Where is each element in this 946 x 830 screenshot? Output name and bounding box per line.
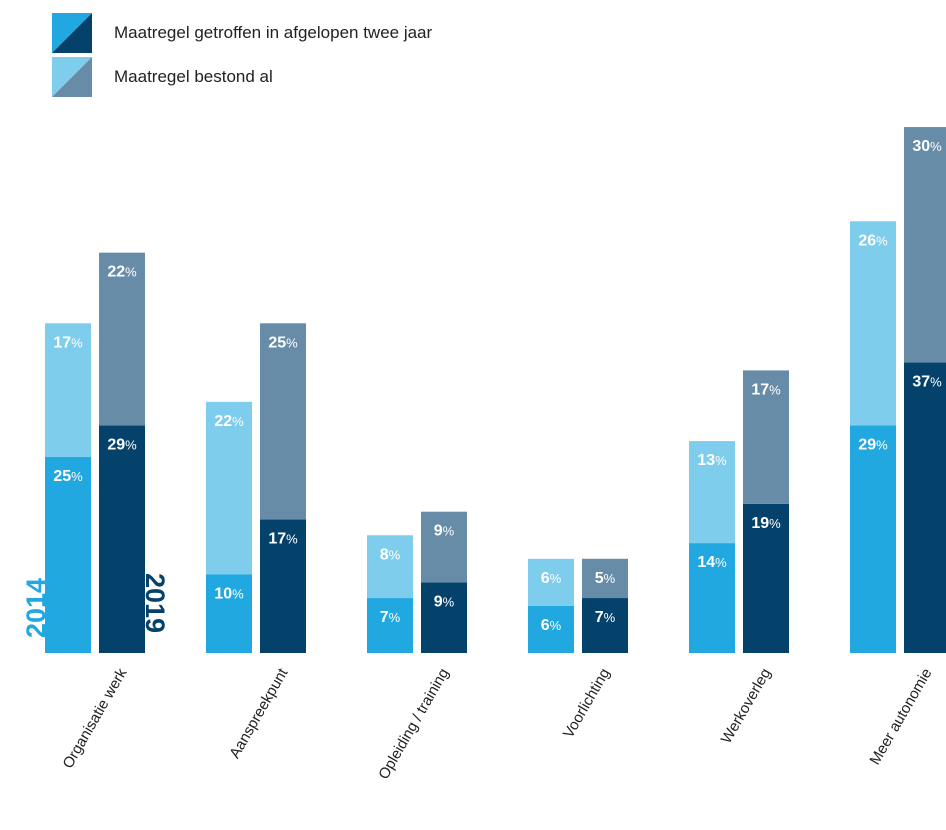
bar-label-organisatie-werk-2014-existing: 17% bbox=[53, 334, 83, 351]
bar-meer-autonomie-2014-new bbox=[850, 425, 896, 653]
bar-werkoverleg-2014-new bbox=[689, 543, 735, 653]
bar-label-aanspreekpunt-2019-existing: 25% bbox=[268, 334, 298, 351]
bar-werkoverleg-2019-new bbox=[743, 503, 789, 653]
bar-opleiding-training-2014-existing bbox=[367, 535, 413, 599]
bar-label-meer-autonomie-2014-new: 29% bbox=[858, 436, 888, 453]
legend-swatch-new bbox=[52, 13, 92, 53]
legend-label-new: Maatregel getroffen in afgelopen twee ja… bbox=[114, 23, 433, 42]
category-label-aanspreekpunt: Aanspreekpunt bbox=[226, 665, 292, 762]
category-label-meer-autonomie: Meer autonomie bbox=[867, 666, 936, 768]
year-label-2014: 2014 bbox=[21, 578, 51, 638]
bar-label-opleiding-training-2019-new: 9% bbox=[434, 593, 455, 610]
bar-label-organisatie-werk-2019-new: 29% bbox=[107, 436, 137, 453]
bar-label-aanspreekpunt-2019-new: 17% bbox=[268, 531, 298, 548]
legend-item-new: Maatregel getroffen in afgelopen twee ja… bbox=[52, 13, 432, 53]
bar-meer-autonomie-2014-existing bbox=[850, 221, 896, 426]
bar-voorlichting-2014-new bbox=[528, 605, 574, 653]
bar-opleiding-training-2019-new bbox=[421, 582, 467, 653]
legend-swatch-existing bbox=[52, 57, 92, 97]
bar-label-aanspreekpunt-2014-new: 10% bbox=[214, 586, 244, 603]
legend-swatch-new-dark bbox=[52, 13, 92, 53]
category-label-voorlichting: Voorlichting bbox=[560, 666, 614, 742]
bar-opleiding-training-2014-new bbox=[367, 598, 413, 653]
bar-organisatie-werk-2019-existing bbox=[99, 252, 145, 426]
bar-werkoverleg-2014-existing bbox=[689, 441, 735, 544]
category-label-werkoverleg: Werkoverleg bbox=[718, 666, 775, 747]
bar-label-opleiding-training-2019-existing: 9% bbox=[434, 523, 455, 540]
bar-label-organisatie-werk-2014-new: 25% bbox=[53, 468, 83, 485]
bar-opleiding-training-2019-existing bbox=[421, 511, 467, 583]
bar-aanspreekpunt-2014-new bbox=[206, 574, 252, 653]
bar-label-voorlichting-2019-existing: 5% bbox=[595, 570, 616, 587]
bar-voorlichting-2019-existing bbox=[582, 558, 628, 599]
bar-label-aanspreekpunt-2014-existing: 22% bbox=[214, 413, 244, 430]
bar-label-voorlichting-2019-new: 7% bbox=[595, 609, 616, 626]
legend-swatch-existing-dark bbox=[52, 57, 92, 97]
bar-label-opleiding-training-2014-new: 7% bbox=[380, 609, 401, 626]
legend-label-existing: Maatregel bestond al bbox=[114, 67, 273, 86]
bar-voorlichting-2019-new bbox=[582, 598, 628, 653]
bar-label-organisatie-werk-2019-existing: 22% bbox=[107, 264, 137, 281]
legend-item-existing: Maatregel bestond al bbox=[52, 57, 273, 97]
bar-aanspreekpunt-2019-existing bbox=[260, 323, 306, 520]
bar-organisatie-werk-2014-new bbox=[45, 456, 91, 653]
bar-meer-autonomie-2019-new bbox=[904, 362, 946, 653]
bar-label-meer-autonomie-2019-new: 37% bbox=[912, 374, 942, 391]
bar-label-werkoverleg-2019-new: 19% bbox=[751, 515, 781, 532]
bar-label-opleiding-training-2014-existing: 8% bbox=[380, 546, 401, 563]
bar-werkoverleg-2019-existing bbox=[743, 370, 789, 504]
bar-label-meer-autonomie-2019-existing: 30% bbox=[912, 138, 942, 155]
bar-aanspreekpunt-2014-existing bbox=[206, 401, 252, 575]
bar-meer-autonomie-2019-existing bbox=[904, 127, 946, 363]
bar-label-meer-autonomie-2014-existing: 26% bbox=[858, 232, 888, 249]
bar-voorlichting-2014-existing bbox=[528, 558, 574, 606]
year-label-2019: 2019 bbox=[140, 573, 170, 633]
bar-label-werkoverleg-2019-existing: 17% bbox=[751, 381, 781, 398]
bar-label-voorlichting-2014-existing: 6% bbox=[541, 570, 562, 587]
bar-organisatie-werk-2019-new bbox=[99, 425, 145, 653]
bar-label-werkoverleg-2014-new: 14% bbox=[697, 554, 727, 571]
bar-aanspreekpunt-2019-new bbox=[260, 519, 306, 653]
bar-organisatie-werk-2014-existing bbox=[45, 323, 91, 457]
bar-label-voorlichting-2014-new: 6% bbox=[541, 617, 562, 634]
category-label-organisatie-werk: Organisatie werk bbox=[59, 665, 130, 771]
bar-label-werkoverleg-2014-existing: 13% bbox=[697, 452, 727, 469]
category-label-opleiding-training: Opleiding / training bbox=[375, 666, 452, 783]
